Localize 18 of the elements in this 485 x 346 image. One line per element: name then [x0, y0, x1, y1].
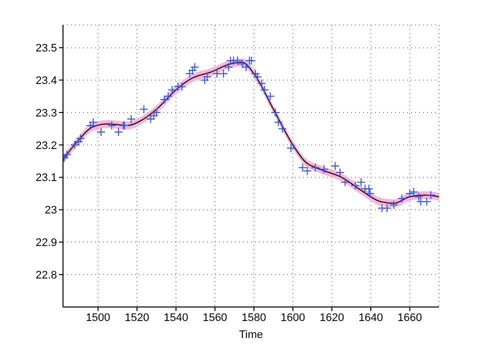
y-tick-label: 23.2: [36, 140, 57, 152]
y-tick-label: 23.1: [36, 172, 57, 184]
x-tick-label: 1600: [280, 312, 306, 324]
x-tick-label: 1540: [164, 312, 188, 324]
x-tick-label: 1580: [242, 312, 266, 324]
y-tick-label: 23.5: [36, 42, 57, 55]
x-tick-label: 1500: [86, 312, 110, 324]
y-tick-label: 22.8: [36, 269, 57, 282]
x-tick-label: 1620: [320, 312, 344, 324]
x-tick-label: 1660: [398, 312, 422, 324]
x-tick-label: 1520: [124, 312, 150, 324]
x-tick-label: 1640: [358, 312, 384, 324]
y-tick-label: 23.3: [36, 107, 57, 120]
y-tick-label: 23: [44, 204, 57, 217]
x-tick-label: 1560: [202, 312, 228, 324]
y-tick-label: 22.9: [36, 237, 57, 250]
y-tick-label: 23.4: [36, 75, 57, 88]
x-axis-title: Time: [238, 329, 264, 341]
